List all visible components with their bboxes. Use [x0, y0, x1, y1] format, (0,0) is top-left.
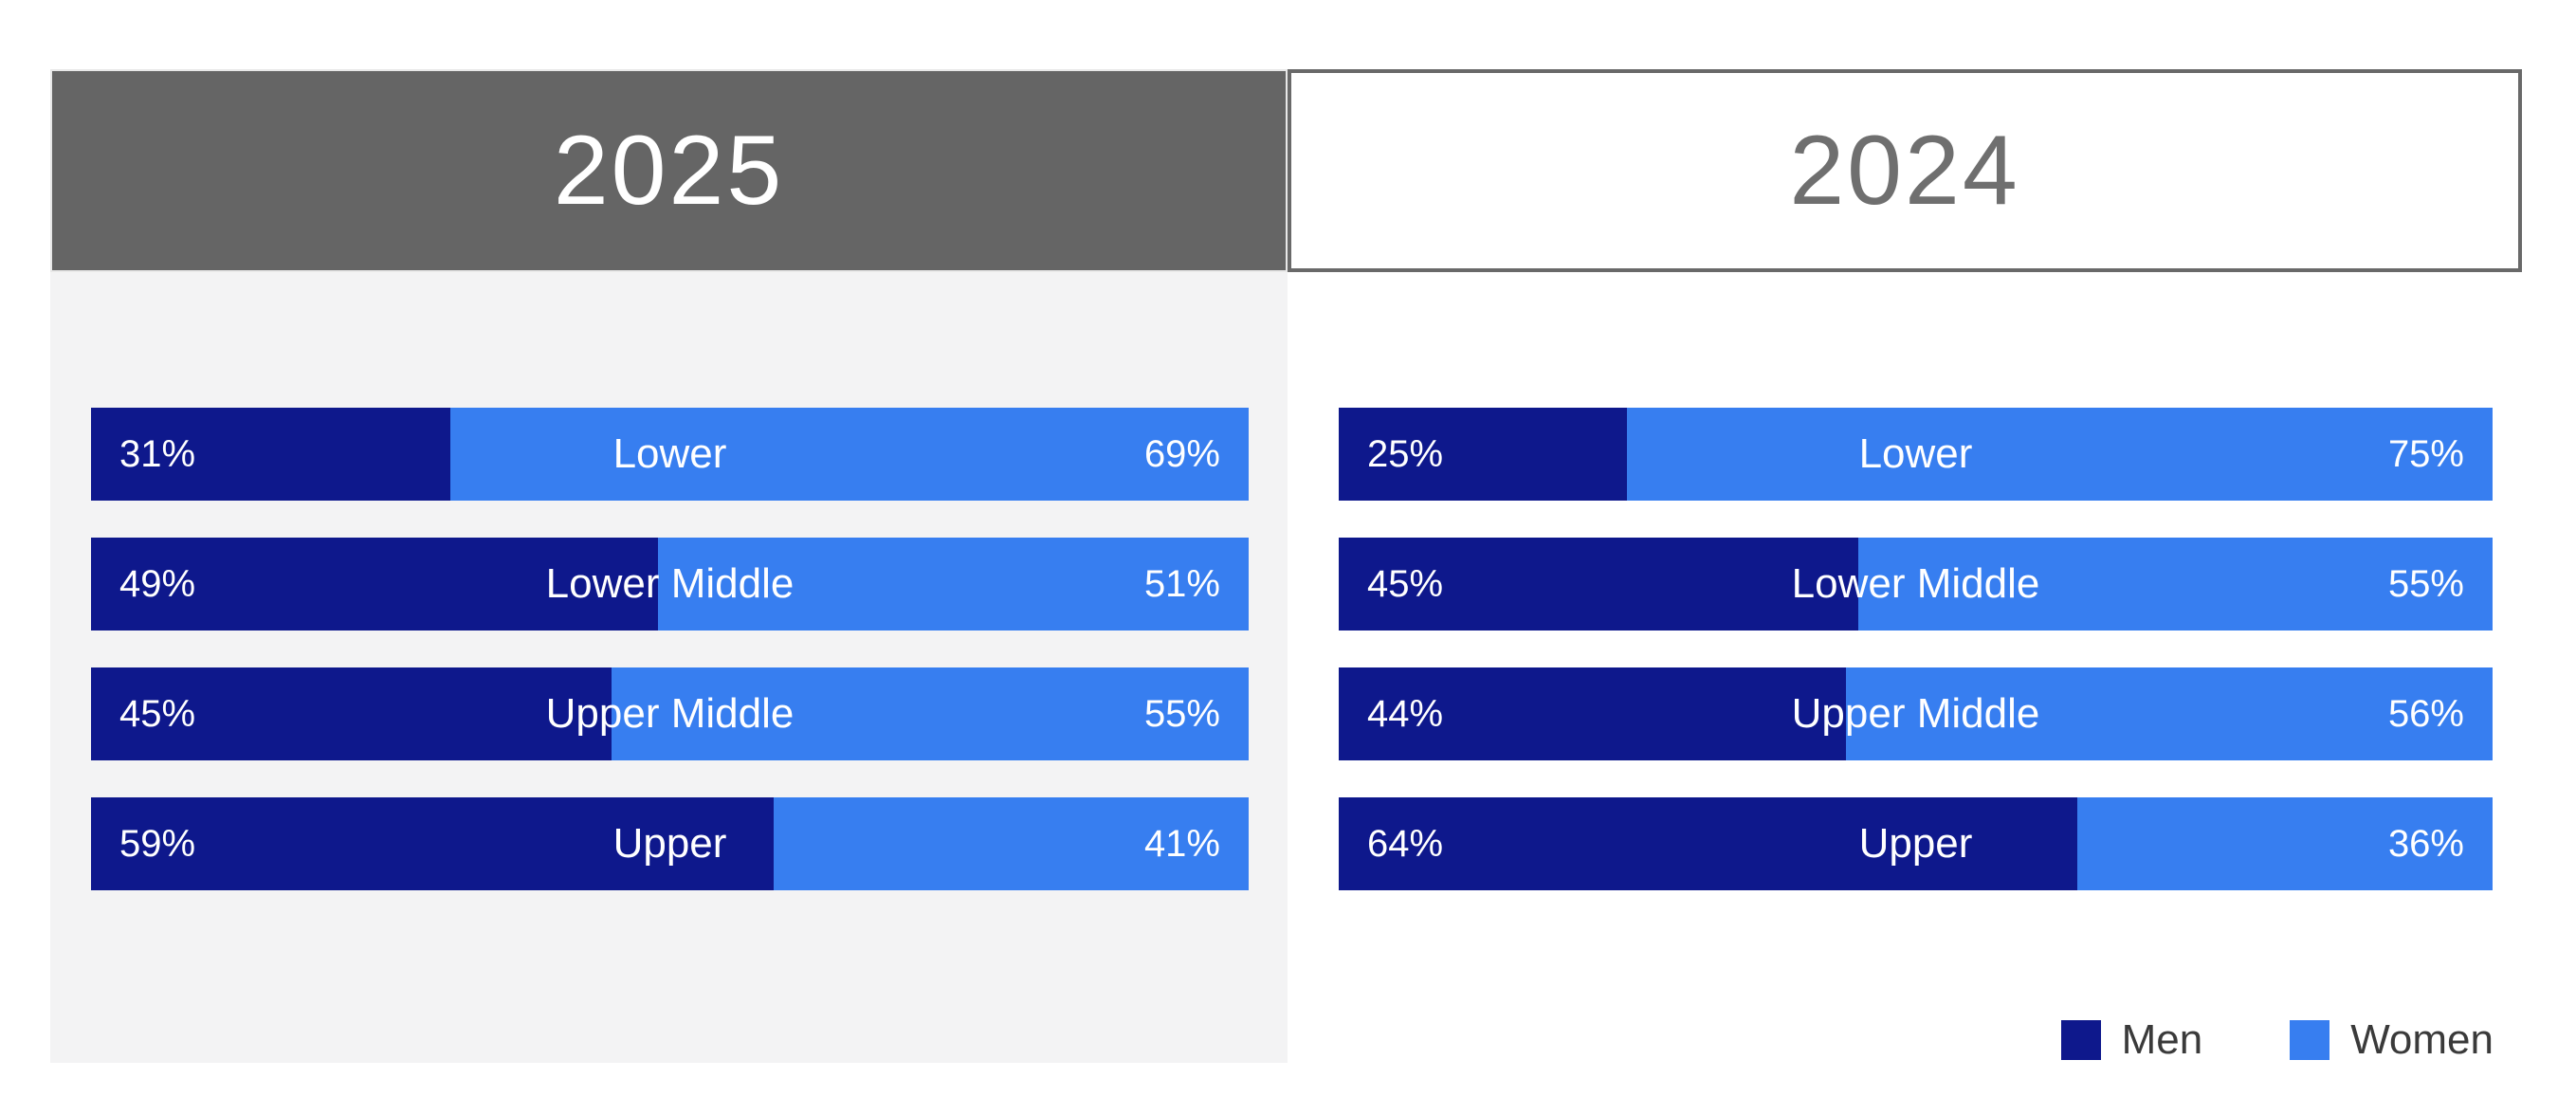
- men-value-label: 44%: [1367, 692, 1444, 735]
- men-value-label: 45%: [119, 692, 196, 735]
- legend-women-swatch: [2290, 1020, 2330, 1060]
- legend-women-label: Women: [2350, 1016, 2494, 1063]
- men-segment: [1339, 667, 1847, 760]
- women-value-label: 36%: [2387, 822, 2464, 865]
- legend-men-swatch: [2060, 1020, 2101, 1060]
- women-segment: [1846, 667, 2493, 760]
- women-segment: [658, 538, 1249, 631]
- men-segment: [91, 408, 450, 501]
- bar-row-2025-lower-middle: 49% 51% Lower Middle: [91, 538, 1249, 631]
- women-value-label: 41%: [1143, 822, 1220, 865]
- women-value-label: 51%: [1143, 562, 1220, 605]
- bar-row-2024-lower: 25% 75% Lower: [1339, 408, 2493, 501]
- year-2025-label: 2025: [553, 115, 785, 226]
- bar-row-2024-upper: 64% 36% Upper: [1339, 797, 2493, 890]
- men-segment: [91, 797, 775, 890]
- tab-year-2025[interactable]: 2025: [50, 69, 1288, 272]
- women-value-label: 55%: [2387, 562, 2464, 605]
- bar-row-2024-lower-middle: 45% 55% Lower Middle: [1339, 538, 2493, 631]
- women-segment: [1857, 538, 2493, 631]
- men-value-label: 31%: [119, 432, 196, 475]
- men-segment: [1339, 538, 1858, 631]
- women-value-label: 69%: [1143, 432, 1220, 475]
- men-value-label: 64%: [1367, 822, 1444, 865]
- women-value-label: 75%: [2387, 432, 2464, 475]
- women-segment: [612, 667, 1249, 760]
- men-segment: [91, 667, 612, 760]
- women-segment: [1627, 408, 2493, 501]
- men-segment: [1339, 797, 2077, 890]
- tab-year-2024[interactable]: 2024: [1288, 69, 2522, 272]
- bar-row-2025-upper: 59% 41% Upper: [91, 797, 1249, 890]
- men-value-label: 25%: [1367, 432, 1444, 475]
- bar-row-2025-lower: 31% 69% Lower: [91, 408, 1249, 501]
- men-value-label: 59%: [119, 822, 196, 865]
- women-segment: [2076, 797, 2493, 890]
- men-segment: [91, 538, 659, 631]
- legend-men-label: Men: [2121, 1016, 2203, 1063]
- legend: Men Women: [2060, 1016, 2494, 1064]
- women-value-label: 55%: [1143, 692, 1220, 735]
- year-2024-label: 2024: [1789, 115, 2020, 226]
- men-value-label: 45%: [1367, 562, 1444, 605]
- bar-row-2024-upper-middle: 44% 56% Upper Middle: [1339, 667, 2493, 760]
- women-segment: [449, 408, 1249, 501]
- bar-row-2025-upper-middle: 45% 55% Upper Middle: [91, 667, 1249, 760]
- men-value-label: 49%: [119, 562, 196, 605]
- women-value-label: 56%: [2387, 692, 2464, 735]
- women-segment: [774, 797, 1249, 890]
- men-segment: [1339, 408, 1628, 501]
